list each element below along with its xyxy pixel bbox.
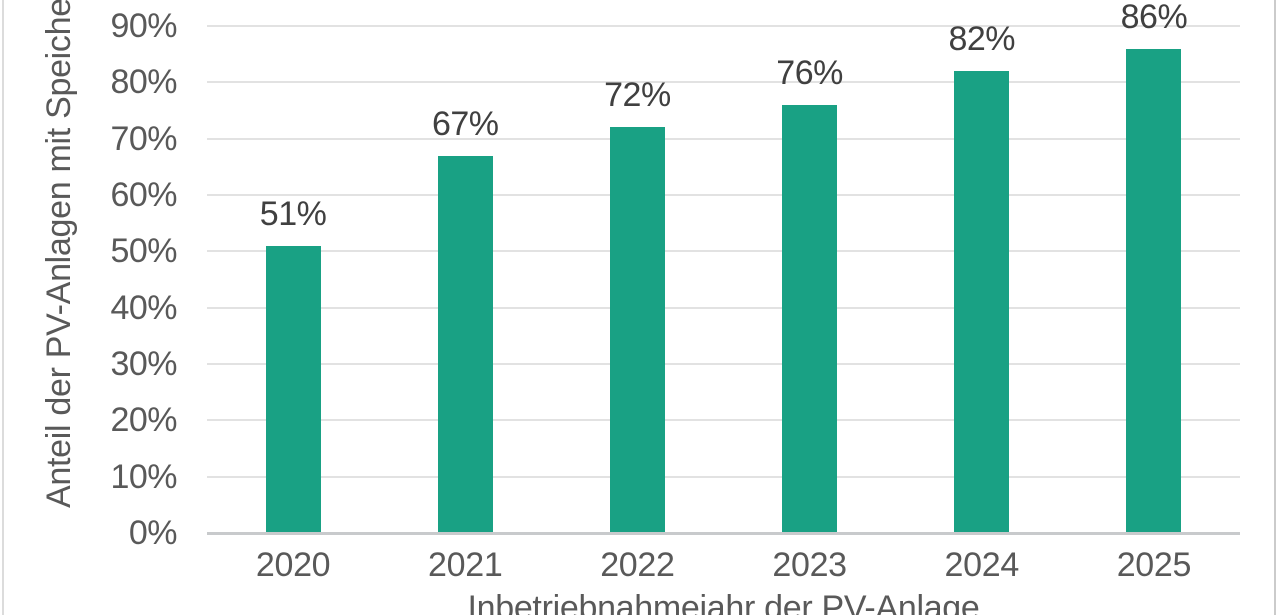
bar-2025 [1126,48,1182,533]
data-label: 76% [776,53,843,92]
data-label: 51% [259,194,327,233]
gridline [207,250,1240,253]
gridline [207,194,1240,196]
bar-2022 [609,127,665,533]
x-axis-tick-label: 2021 [428,546,503,584]
gridline [207,306,1240,309]
data-label: 67% [431,104,499,143]
y-axis-tick-label: 80% [110,63,177,102]
y-axis-tick-label: 10% [110,457,177,496]
data-label: 86% [1120,0,1188,36]
x-axis-tick-label: 2025 [1116,546,1192,584]
gridline [207,475,1240,478]
y-axis-tick-label: 50% [110,232,177,271]
x-axis-title: Inbetriebnahmejahr der PV-Anlage [467,589,980,615]
data-label: 82% [948,20,1016,59]
y-axis-tick-label: 70% [110,119,177,158]
y-axis-tick-label: 0% [128,514,178,552]
x-axis-tick-label: 2020 [255,546,331,584]
gridline [207,25,1240,27]
y-axis-tick-label: 40% [110,288,177,327]
gridline [207,363,1240,365]
x-axis-tick-label: 2022 [600,546,675,584]
bar-2024 [954,71,1010,533]
gridline [207,419,1240,422]
y-axis-tick-label: 20% [110,401,177,440]
right-border-line [1274,0,1276,615]
x-axis-tick-label: 2024 [944,546,1020,584]
bar-2020 [265,245,321,533]
left-border-line [2,0,4,615]
y-axis-tick-label: 90% [110,7,177,45]
bar-2023 [782,104,838,533]
y-axis-tick-label: 60% [110,176,177,214]
bar-2021 [437,155,493,533]
x-axis-tick-label: 2023 [772,546,847,584]
y-axis-tick-label: 30% [110,345,177,383]
data-label: 72% [604,76,671,115]
gridline [207,81,1240,84]
gridline [207,137,1240,140]
